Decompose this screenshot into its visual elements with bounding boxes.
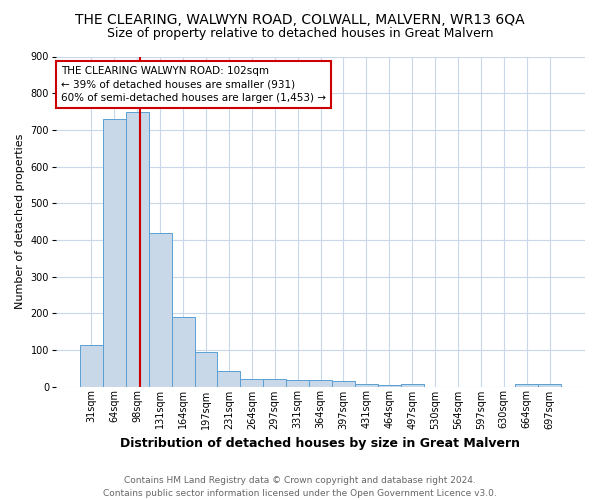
Bar — [103, 119, 126, 386]
Bar — [80, 345, 103, 387]
Bar — [538, 384, 561, 386]
X-axis label: Distribution of detached houses by size in Great Malvern: Distribution of detached houses by size … — [121, 437, 521, 450]
Text: THE CLEARING, WALWYN ROAD, COLWALL, MALVERN, WR13 6QA: THE CLEARING, WALWYN ROAD, COLWALL, MALV… — [75, 12, 525, 26]
Bar — [515, 384, 538, 386]
Text: Contains HM Land Registry data © Crown copyright and database right 2024.
Contai: Contains HM Land Registry data © Crown c… — [103, 476, 497, 498]
Bar — [172, 317, 194, 386]
Bar — [355, 384, 378, 386]
Y-axis label: Number of detached properties: Number of detached properties — [15, 134, 25, 309]
Text: THE CLEARING WALWYN ROAD: 102sqm
← 39% of detached houses are smaller (931)
60% : THE CLEARING WALWYN ROAD: 102sqm ← 39% o… — [61, 66, 326, 103]
Bar — [126, 112, 149, 386]
Bar — [149, 232, 172, 386]
Bar — [309, 380, 332, 386]
Bar — [286, 380, 309, 386]
Bar — [241, 379, 263, 386]
Bar — [194, 352, 217, 386]
Bar — [401, 384, 424, 386]
Bar — [263, 379, 286, 386]
Bar — [217, 370, 241, 386]
Text: Size of property relative to detached houses in Great Malvern: Size of property relative to detached ho… — [107, 28, 493, 40]
Bar — [332, 381, 355, 386]
